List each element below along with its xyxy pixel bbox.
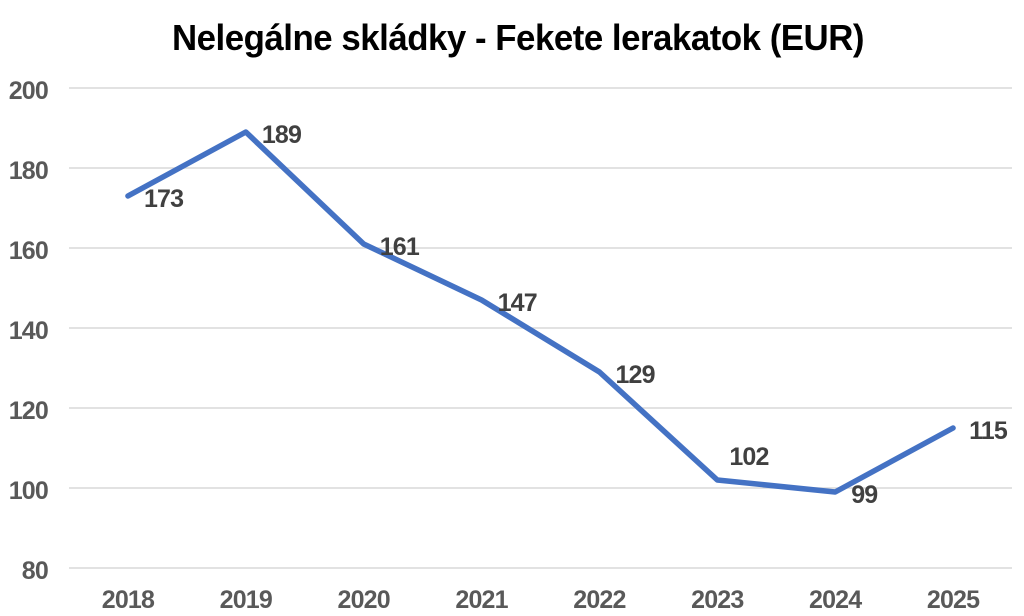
x-tick-label: 2020: [337, 586, 389, 614]
x-tick-label: 2021: [455, 586, 508, 614]
x-tick-label: 2022: [573, 586, 625, 614]
y-tick-label: 160: [9, 237, 48, 265]
x-axis-labels: 2018 2019 2020 2021 2022 2023 2024 2025: [102, 586, 981, 614]
y-tick-label: 100: [9, 477, 48, 505]
x-tick-label: 2019: [220, 586, 272, 614]
data-label: 115: [969, 417, 1008, 445]
x-tick-label: 2024: [809, 586, 862, 614]
data-label: 147: [498, 289, 537, 317]
data-labels: 173 189 161 147 129 102 99 115: [144, 121, 1009, 509]
y-tick-label: 200: [9, 77, 48, 105]
data-label: 102: [729, 443, 768, 471]
data-label: 173: [144, 185, 183, 213]
x-tick-label: 2018: [102, 586, 155, 614]
series-line: [125, 129, 956, 495]
y-tick-label: 140: [9, 317, 48, 345]
x-tick-label: 2023: [691, 586, 743, 614]
chart-title: Nelegálne skládky - Fekete lerakatok (EU…: [172, 17, 864, 58]
data-label: 129: [615, 361, 654, 389]
y-axis-labels: 200 180 160 140 120 100 80: [9, 77, 49, 585]
y-tick-label: 80: [22, 557, 48, 585]
x-tick-label: 2025: [927, 586, 980, 614]
data-label: 99: [851, 481, 877, 509]
y-tick-label: 120: [9, 397, 48, 425]
y-tick-label: 180: [9, 157, 48, 185]
data-label: 161: [380, 233, 420, 261]
data-label: 189: [262, 121, 301, 149]
gridlines: [69, 87, 1012, 569]
data-series: [125, 129, 956, 495]
